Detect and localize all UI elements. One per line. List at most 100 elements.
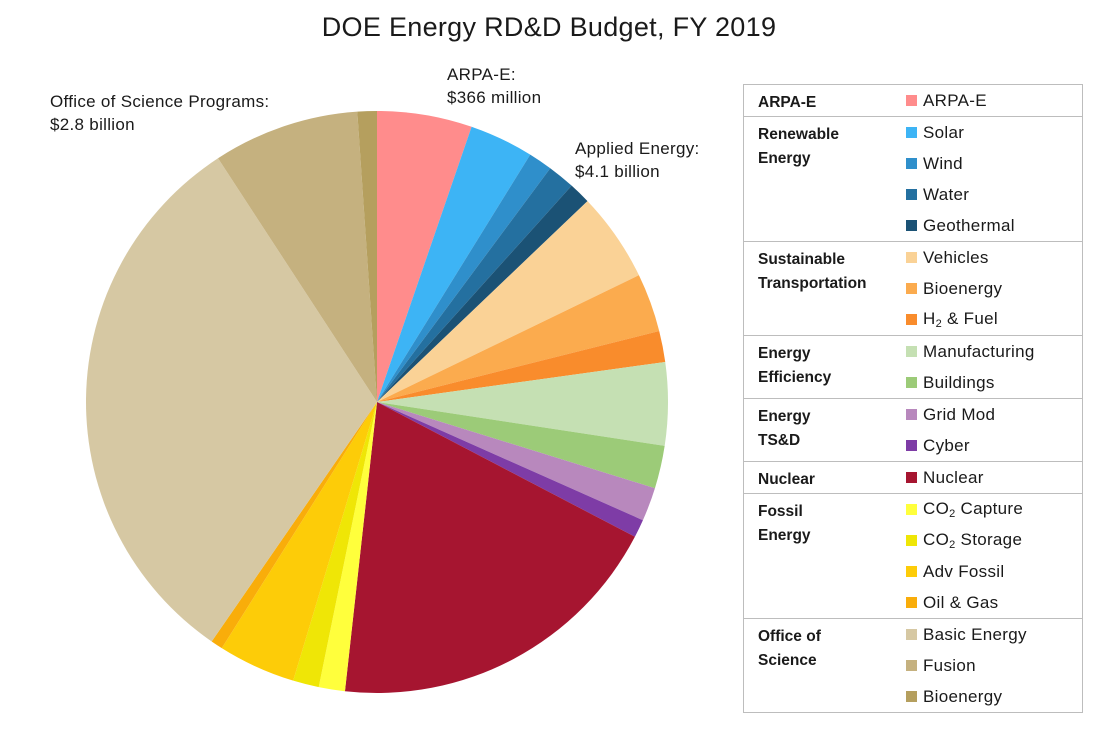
- legend-item: Geothermal: [906, 210, 1082, 241]
- pie-chart: [86, 111, 669, 694]
- legend-item-label: Adv Fossil: [923, 561, 1005, 581]
- pie-slice-h2-fuel: [377, 330, 666, 402]
- legend-swatch: [906, 283, 917, 294]
- legend-group-label-line: Science: [758, 652, 817, 669]
- pie-slice-co2-capture: [318, 402, 377, 692]
- callout-label: Applied Energy:: [575, 139, 700, 158]
- legend-group: Energy TS&D Grid Mod Cyber: [744, 398, 1082, 461]
- legend-item-label: ARPA-E: [923, 90, 987, 110]
- legend-item-label: Basic Energy: [923, 624, 1027, 644]
- legend-swatch: [906, 535, 917, 546]
- callout-value: $4.1 billion: [575, 162, 660, 181]
- legend-item-label: Vehicles: [923, 247, 989, 267]
- legend-swatch: [906, 220, 917, 231]
- legend-swatch: [906, 504, 917, 515]
- legend-swatch: [906, 691, 917, 702]
- legend-group-label: Renewable Energy: [744, 117, 906, 241]
- legend-group-label-line: Fossil: [758, 503, 803, 520]
- legend-group: ARPA-E ARPA-E: [744, 85, 1082, 116]
- legend-item-label: Bioenergy: [923, 686, 1003, 706]
- legend-swatch: [906, 440, 917, 451]
- callout-office-of-science: Office of Science Programs: $2.8 billion: [50, 90, 269, 136]
- pie-slice-basic-energy: [86, 158, 378, 642]
- legend-group: Renewable Energy Solar Wind Water Geothermal: [744, 116, 1082, 241]
- legend-item: Adv Fossil: [906, 556, 1082, 587]
- legend-item-label: Buildings: [923, 372, 995, 392]
- pie-slice-bioenergy: [377, 275, 660, 402]
- pie-slice-wind: [377, 154, 551, 402]
- legend-item-label: Bioenergy: [923, 278, 1003, 298]
- legend-item: Bioenergy: [906, 681, 1082, 712]
- pie-slice-geothermal: [377, 185, 588, 402]
- legend-group: Nuclear Nuclear: [744, 461, 1082, 493]
- legend-group-label-line: Renewable: [758, 126, 839, 143]
- legend-group-label-line: TS&D: [758, 432, 801, 449]
- legend-item: Wind: [906, 148, 1082, 179]
- legend-item-label: Grid Mod: [923, 404, 996, 424]
- legend-group-label-line: Energy: [758, 408, 811, 425]
- legend-group-label: Sustainable Transportation: [744, 242, 906, 335]
- legend-item-label: Nuclear: [923, 467, 984, 487]
- callout-arpa-e: ARPA-E: $366 million: [447, 63, 541, 109]
- legend-swatch: [906, 660, 917, 671]
- legend-item: Basic Energy: [906, 619, 1082, 650]
- legend-swatch: [906, 252, 917, 263]
- legend-item: Water: [906, 179, 1082, 210]
- legend-swatch: [906, 629, 917, 640]
- legend-swatch: [906, 409, 917, 420]
- legend-group-label: Nuclear: [744, 462, 906, 493]
- legend-item-label: Solar: [923, 122, 965, 142]
- pie-slice-solar: [377, 126, 531, 403]
- legend-swatch: [906, 346, 917, 357]
- pie-slice-fusion: [218, 111, 377, 403]
- legend-group-label-line: Transportation: [758, 275, 867, 292]
- callout-label: Office of Science Programs:: [50, 92, 270, 111]
- legend-item: Fusion: [906, 650, 1082, 681]
- legend-swatch: [906, 158, 917, 169]
- legend-item-label: H2 & Fuel: [923, 309, 998, 330]
- legend-swatch: [906, 472, 917, 483]
- legend-item: Solar: [906, 117, 1082, 148]
- legend-group-label-line: ARPA-E: [758, 94, 817, 111]
- legend-item: Nuclear: [906, 462, 1082, 493]
- legend-swatch: [906, 127, 917, 138]
- legend-group-label-line: Sustainable: [758, 251, 845, 268]
- legend-item: H2 & Fuel: [906, 304, 1082, 335]
- pie-slice-arpa-e: [377, 111, 472, 402]
- legend-item: Manufacturing: [906, 336, 1082, 367]
- legend-item-label: Fusion: [923, 655, 976, 675]
- legend-item: CO2 Capture: [906, 494, 1082, 525]
- legend-item: CO2 Storage: [906, 525, 1082, 556]
- legend-swatch: [906, 377, 917, 388]
- legend-group-label-line: Office of: [758, 628, 821, 645]
- legend-group-label-line: Efficiency: [758, 369, 832, 386]
- legend-group-label: Office of Science: [744, 619, 906, 712]
- legend-item-label: Water: [923, 184, 970, 204]
- legend-group-label: ARPA-E: [744, 85, 906, 116]
- pie-slice-manufacturing: [377, 361, 669, 446]
- pie-slice-nuclear: [344, 402, 635, 694]
- legend-group-label-line: Energy: [758, 150, 811, 167]
- legend-swatch: [906, 566, 917, 577]
- legend-swatch: [906, 189, 917, 200]
- callout-label: ARPA-E:: [447, 65, 516, 84]
- legend-item-label: Cyber: [923, 435, 970, 455]
- callout-value: $366 million: [447, 88, 542, 107]
- pie-slice-oil-gas: [211, 402, 377, 649]
- legend-group-label-line: Energy: [758, 345, 811, 362]
- legend-group-label: Energy Efficiency: [744, 336, 906, 398]
- pie-slice-cyber: [377, 402, 643, 537]
- legend-item: Grid Mod: [906, 399, 1082, 430]
- legend-item: Oil & Gas: [906, 587, 1082, 618]
- legend-group: Fossil Energy CO2 Capture CO2 Storage Adv Fo…: [744, 493, 1082, 618]
- legend-item-label: CO2 Capture: [923, 499, 1024, 520]
- pie-slice-buildings: [377, 402, 665, 489]
- legend-group-label-line: Energy: [758, 527, 811, 544]
- legend-group: Energy Efficiency Manufacturing Buildings: [744, 335, 1082, 398]
- chart-title: DOE Energy RD&D Budget, FY 2019: [321, 12, 777, 42]
- legend-item: Cyber: [906, 430, 1082, 461]
- legend-table: ARPA-E ARPA-E Renewable Energy Solar Wind Wate…: [743, 84, 1083, 713]
- legend-swatch: [906, 314, 917, 325]
- legend-group: Office of Science Basic Energy Fusion Bioene…: [744, 618, 1082, 712]
- legend-group-label: Fossil Energy: [744, 494, 906, 618]
